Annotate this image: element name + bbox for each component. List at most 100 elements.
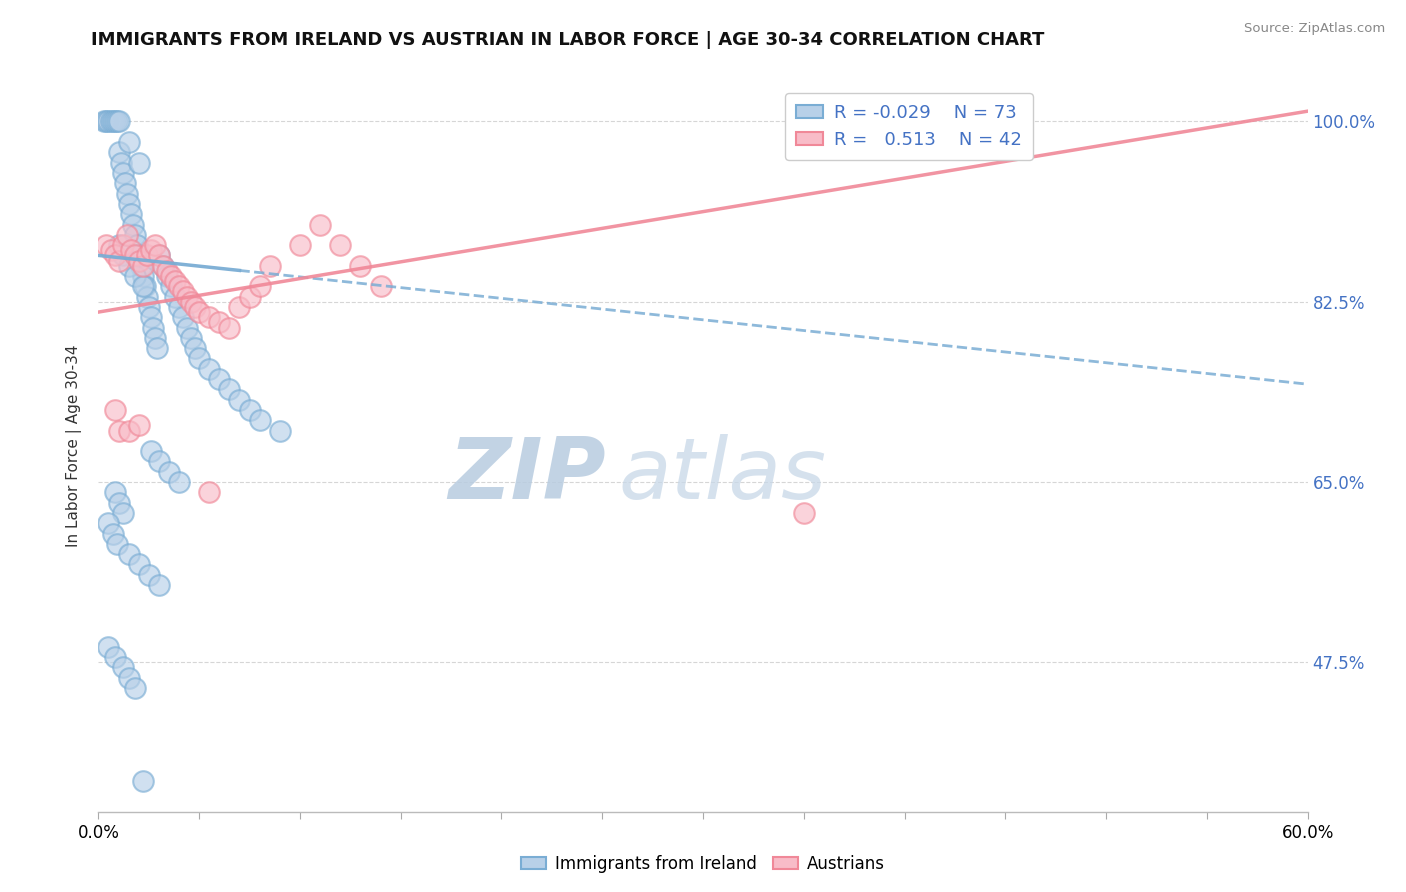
Point <box>249 413 271 427</box>
Point <box>118 671 141 685</box>
Point <box>105 114 128 128</box>
Point <box>188 351 211 366</box>
Point <box>309 218 332 232</box>
Point <box>135 248 157 262</box>
Point <box>146 341 169 355</box>
Point <box>249 279 271 293</box>
Point <box>143 331 166 345</box>
Point <box>128 248 150 262</box>
Point <box>107 238 129 252</box>
Point <box>118 424 141 438</box>
Point <box>259 259 281 273</box>
Point <box>184 300 207 314</box>
Point <box>167 475 190 489</box>
Point <box>148 578 170 592</box>
Point <box>135 290 157 304</box>
Point <box>103 403 125 417</box>
Point <box>228 300 250 314</box>
Point <box>118 135 141 149</box>
Point <box>132 268 155 283</box>
Point <box>370 279 392 293</box>
Point <box>120 207 142 221</box>
Point <box>152 259 174 273</box>
Point <box>167 300 190 314</box>
Point <box>138 300 160 314</box>
Point <box>148 248 170 262</box>
Point <box>100 114 122 128</box>
Point <box>198 485 221 500</box>
Point <box>111 248 134 262</box>
Point <box>115 227 138 242</box>
Point <box>163 290 186 304</box>
Point <box>124 248 146 262</box>
Point <box>228 392 250 407</box>
Y-axis label: In Labor Force | Age 30-34: In Labor Force | Age 30-34 <box>66 344 83 548</box>
Point <box>103 114 125 128</box>
Point <box>239 403 262 417</box>
Point <box>184 341 207 355</box>
Point <box>107 253 129 268</box>
Point <box>208 372 231 386</box>
Point <box>132 279 155 293</box>
Point <box>121 218 143 232</box>
Point <box>111 166 134 180</box>
Point <box>105 537 128 551</box>
Point <box>132 259 155 273</box>
Point <box>125 238 148 252</box>
Point <box>128 155 150 169</box>
Point <box>138 567 160 582</box>
Point <box>132 773 155 788</box>
Point <box>103 248 125 262</box>
Point <box>96 238 118 252</box>
Point <box>124 681 146 695</box>
Point <box>208 315 231 329</box>
Point <box>176 290 198 304</box>
Point <box>349 259 371 273</box>
Point <box>139 444 162 458</box>
Point <box>176 320 198 334</box>
Point <box>124 227 146 242</box>
Point <box>129 259 152 273</box>
Point <box>793 506 815 520</box>
Point <box>172 310 194 325</box>
Point <box>188 305 211 319</box>
Point <box>103 485 125 500</box>
Point <box>218 382 240 396</box>
Point <box>288 238 311 252</box>
Point <box>172 285 194 299</box>
Point <box>143 238 166 252</box>
Text: IMMIGRANTS FROM IRELAND VS AUSTRIAN IN LABOR FORCE | AGE 30-34 CORRELATION CHART: IMMIGRANTS FROM IRELAND VS AUSTRIAN IN L… <box>91 31 1045 49</box>
Point <box>148 454 170 468</box>
Text: Source: ZipAtlas.com: Source: ZipAtlas.com <box>1244 22 1385 36</box>
Point <box>115 186 138 201</box>
Point <box>329 238 352 252</box>
Legend: Immigrants from Ireland, Austrians: Immigrants from Ireland, Austrians <box>515 848 891 880</box>
Point <box>128 253 150 268</box>
Point <box>93 114 115 128</box>
Point <box>269 424 291 438</box>
Point <box>103 650 125 665</box>
Point <box>139 310 162 325</box>
Point <box>128 418 150 433</box>
Point <box>120 244 142 258</box>
Point <box>157 465 180 479</box>
Point <box>107 424 129 438</box>
Point <box>160 268 183 283</box>
Point <box>239 290 262 304</box>
Point <box>97 114 120 128</box>
Point <box>198 361 221 376</box>
Point <box>156 264 179 278</box>
Point <box>156 268 179 283</box>
Point <box>101 114 124 128</box>
Point <box>100 244 122 258</box>
Point <box>97 640 120 654</box>
Point <box>107 114 129 128</box>
Point <box>180 331 202 345</box>
Point <box>134 279 156 293</box>
Legend: R = -0.029    N = 73, R =   0.513    N = 42: R = -0.029 N = 73, R = 0.513 N = 42 <box>785 93 1032 160</box>
Point <box>110 155 132 169</box>
Point <box>118 259 141 273</box>
Point <box>107 145 129 160</box>
Point <box>198 310 221 325</box>
Point <box>111 238 134 252</box>
